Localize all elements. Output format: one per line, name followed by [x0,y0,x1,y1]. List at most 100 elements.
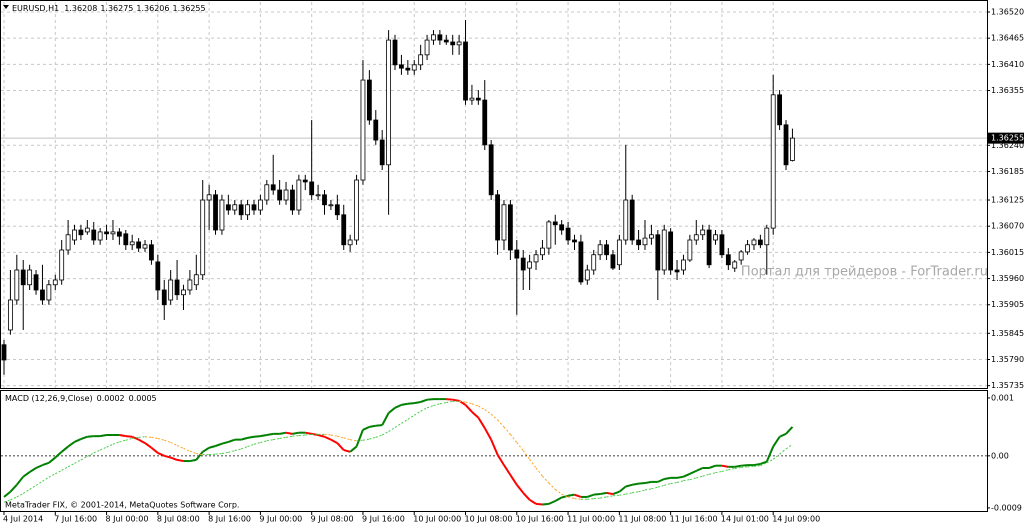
y-tick-label: -0.0009 [991,503,1022,512]
candle-body [290,189,295,211]
macd-segment [394,403,402,409]
candle-body [168,279,174,301]
signal-segment [80,455,88,461]
signal-segment [273,437,280,441]
candle-body [360,79,366,181]
macd-segment [247,435,255,439]
signal-segment [61,466,69,471]
macd-segment [9,484,18,493]
signal-segment [426,405,434,409]
macd-segment [305,431,312,435]
macd-segment [208,445,216,449]
signal-segment [157,437,165,441]
macd-segment [664,476,671,480]
candle-body [373,119,379,141]
candle-body [777,94,783,126]
macd-segment [48,456,56,464]
candle-body [52,279,58,286]
y-tick-label: 1.36355 [991,86,1024,95]
signal-segment [446,400,453,404]
macd-segment [753,462,761,467]
candle-body [129,241,135,246]
macd-header: MACD (12,26,9,Close) 0.0002 0.0005 [5,394,157,403]
candle-body [572,239,577,243]
signal-segment [696,475,703,479]
candle-body [341,214,347,246]
signal-segment [183,447,191,452]
macd-segment [54,451,63,459]
signal-segment [753,465,761,467]
signal-segment [87,452,94,457]
macd-segment [657,478,665,483]
macd-segment [138,438,146,444]
candle-body [136,241,142,249]
signal-segment [619,493,626,496]
candle-body [104,231,109,235]
macd-segment [535,502,543,506]
candle-body [322,194,327,206]
candle-body [1,344,7,361]
watermark: Портал для трейдеров - ForTrader.ru [741,265,988,280]
macd-segment [593,493,601,496]
candle-body [366,79,372,121]
signal-segment [548,482,556,490]
x-tick-label: 14 Jul 01:00 [721,515,769,524]
candle-body [719,234,725,256]
x-tick-label: 8 Jul 08:00 [157,515,200,524]
candle-body [642,237,648,246]
signal-segment [516,442,524,451]
macd-segment [163,454,171,459]
macd-segment [16,476,25,486]
macd-segment [772,436,781,448]
macd-segment [369,424,376,428]
x-tick-label: 8 Jul 00:00 [106,515,149,524]
signal-segment [741,466,748,468]
macd-segment [67,441,76,448]
macd-segment [381,412,390,426]
candle-body [610,254,616,269]
candle-body [78,229,84,236]
candle-body [72,229,77,241]
signal-segment [189,450,197,454]
macd-segment [131,435,140,441]
x-tick-label: 7 Jul 16:00 [54,515,97,524]
signal-segment [529,459,537,469]
candle-body [713,234,718,241]
candle-body [700,229,706,236]
signal-segment [35,480,43,486]
signal-segment [484,409,492,415]
macd-segment [253,435,261,438]
menu-arrow[interactable] [3,5,9,9]
signal-segment [67,462,75,468]
macd-segment [785,426,794,435]
macd-segment [42,461,50,467]
x-tick-label: 11 Jul 16:00 [670,515,718,524]
signal-segment [285,435,293,438]
candle-body [514,249,520,259]
signal-segment [164,439,171,443]
signal-segment [657,484,665,488]
macd-segment [734,464,742,468]
symbol-title: EURUSD,H1 [12,4,59,13]
signal-segment [708,472,716,475]
candle-body [745,244,750,253]
candle-body [405,67,411,71]
macd-segment [625,483,633,488]
signal-segment [125,437,133,441]
signal-segment [497,419,505,428]
macd-segment [119,434,126,438]
last-low: 1.36206 [136,4,169,13]
signal-segment [74,459,82,464]
macd-segment [74,438,82,443]
macd-segment [317,434,325,438]
macd-segment [228,438,236,443]
candle-body [309,181,315,196]
candle-body [629,199,635,241]
macd-segment [426,398,434,401]
signal-segment [522,450,531,460]
y-tick-label: 1.36015 [991,248,1024,257]
x-tick-label: 10 Jul 16:00 [516,515,564,524]
macd-segment [477,417,486,429]
candle-body [616,239,622,266]
